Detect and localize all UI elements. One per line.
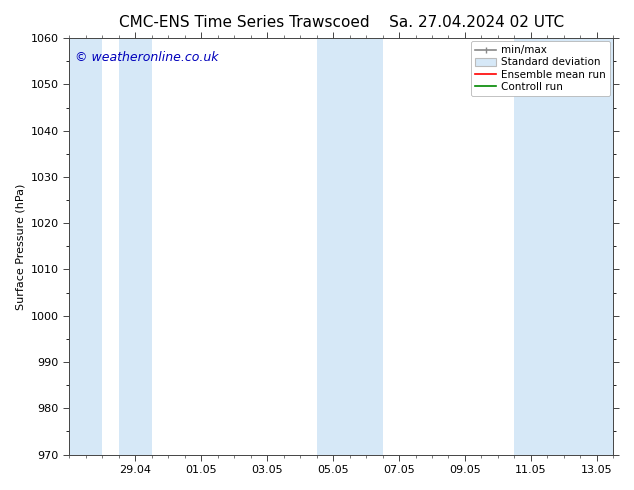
Y-axis label: Surface Pressure (hPa): Surface Pressure (hPa): [15, 183, 25, 310]
Text: © weatheronline.co.uk: © weatheronline.co.uk: [75, 50, 218, 64]
Bar: [514, 38, 614, 455]
Title: CMC-ENS Time Series Trawscoed    Sa. 27.04.2024 02 UTC: CMC-ENS Time Series Trawscoed Sa. 27.04.…: [119, 15, 564, 30]
Bar: [119, 38, 152, 455]
Legend: min/max, Standard deviation, Ensemble mean run, Controll run: min/max, Standard deviation, Ensemble me…: [471, 41, 611, 96]
Bar: [316, 38, 382, 455]
Bar: [69, 38, 102, 455]
